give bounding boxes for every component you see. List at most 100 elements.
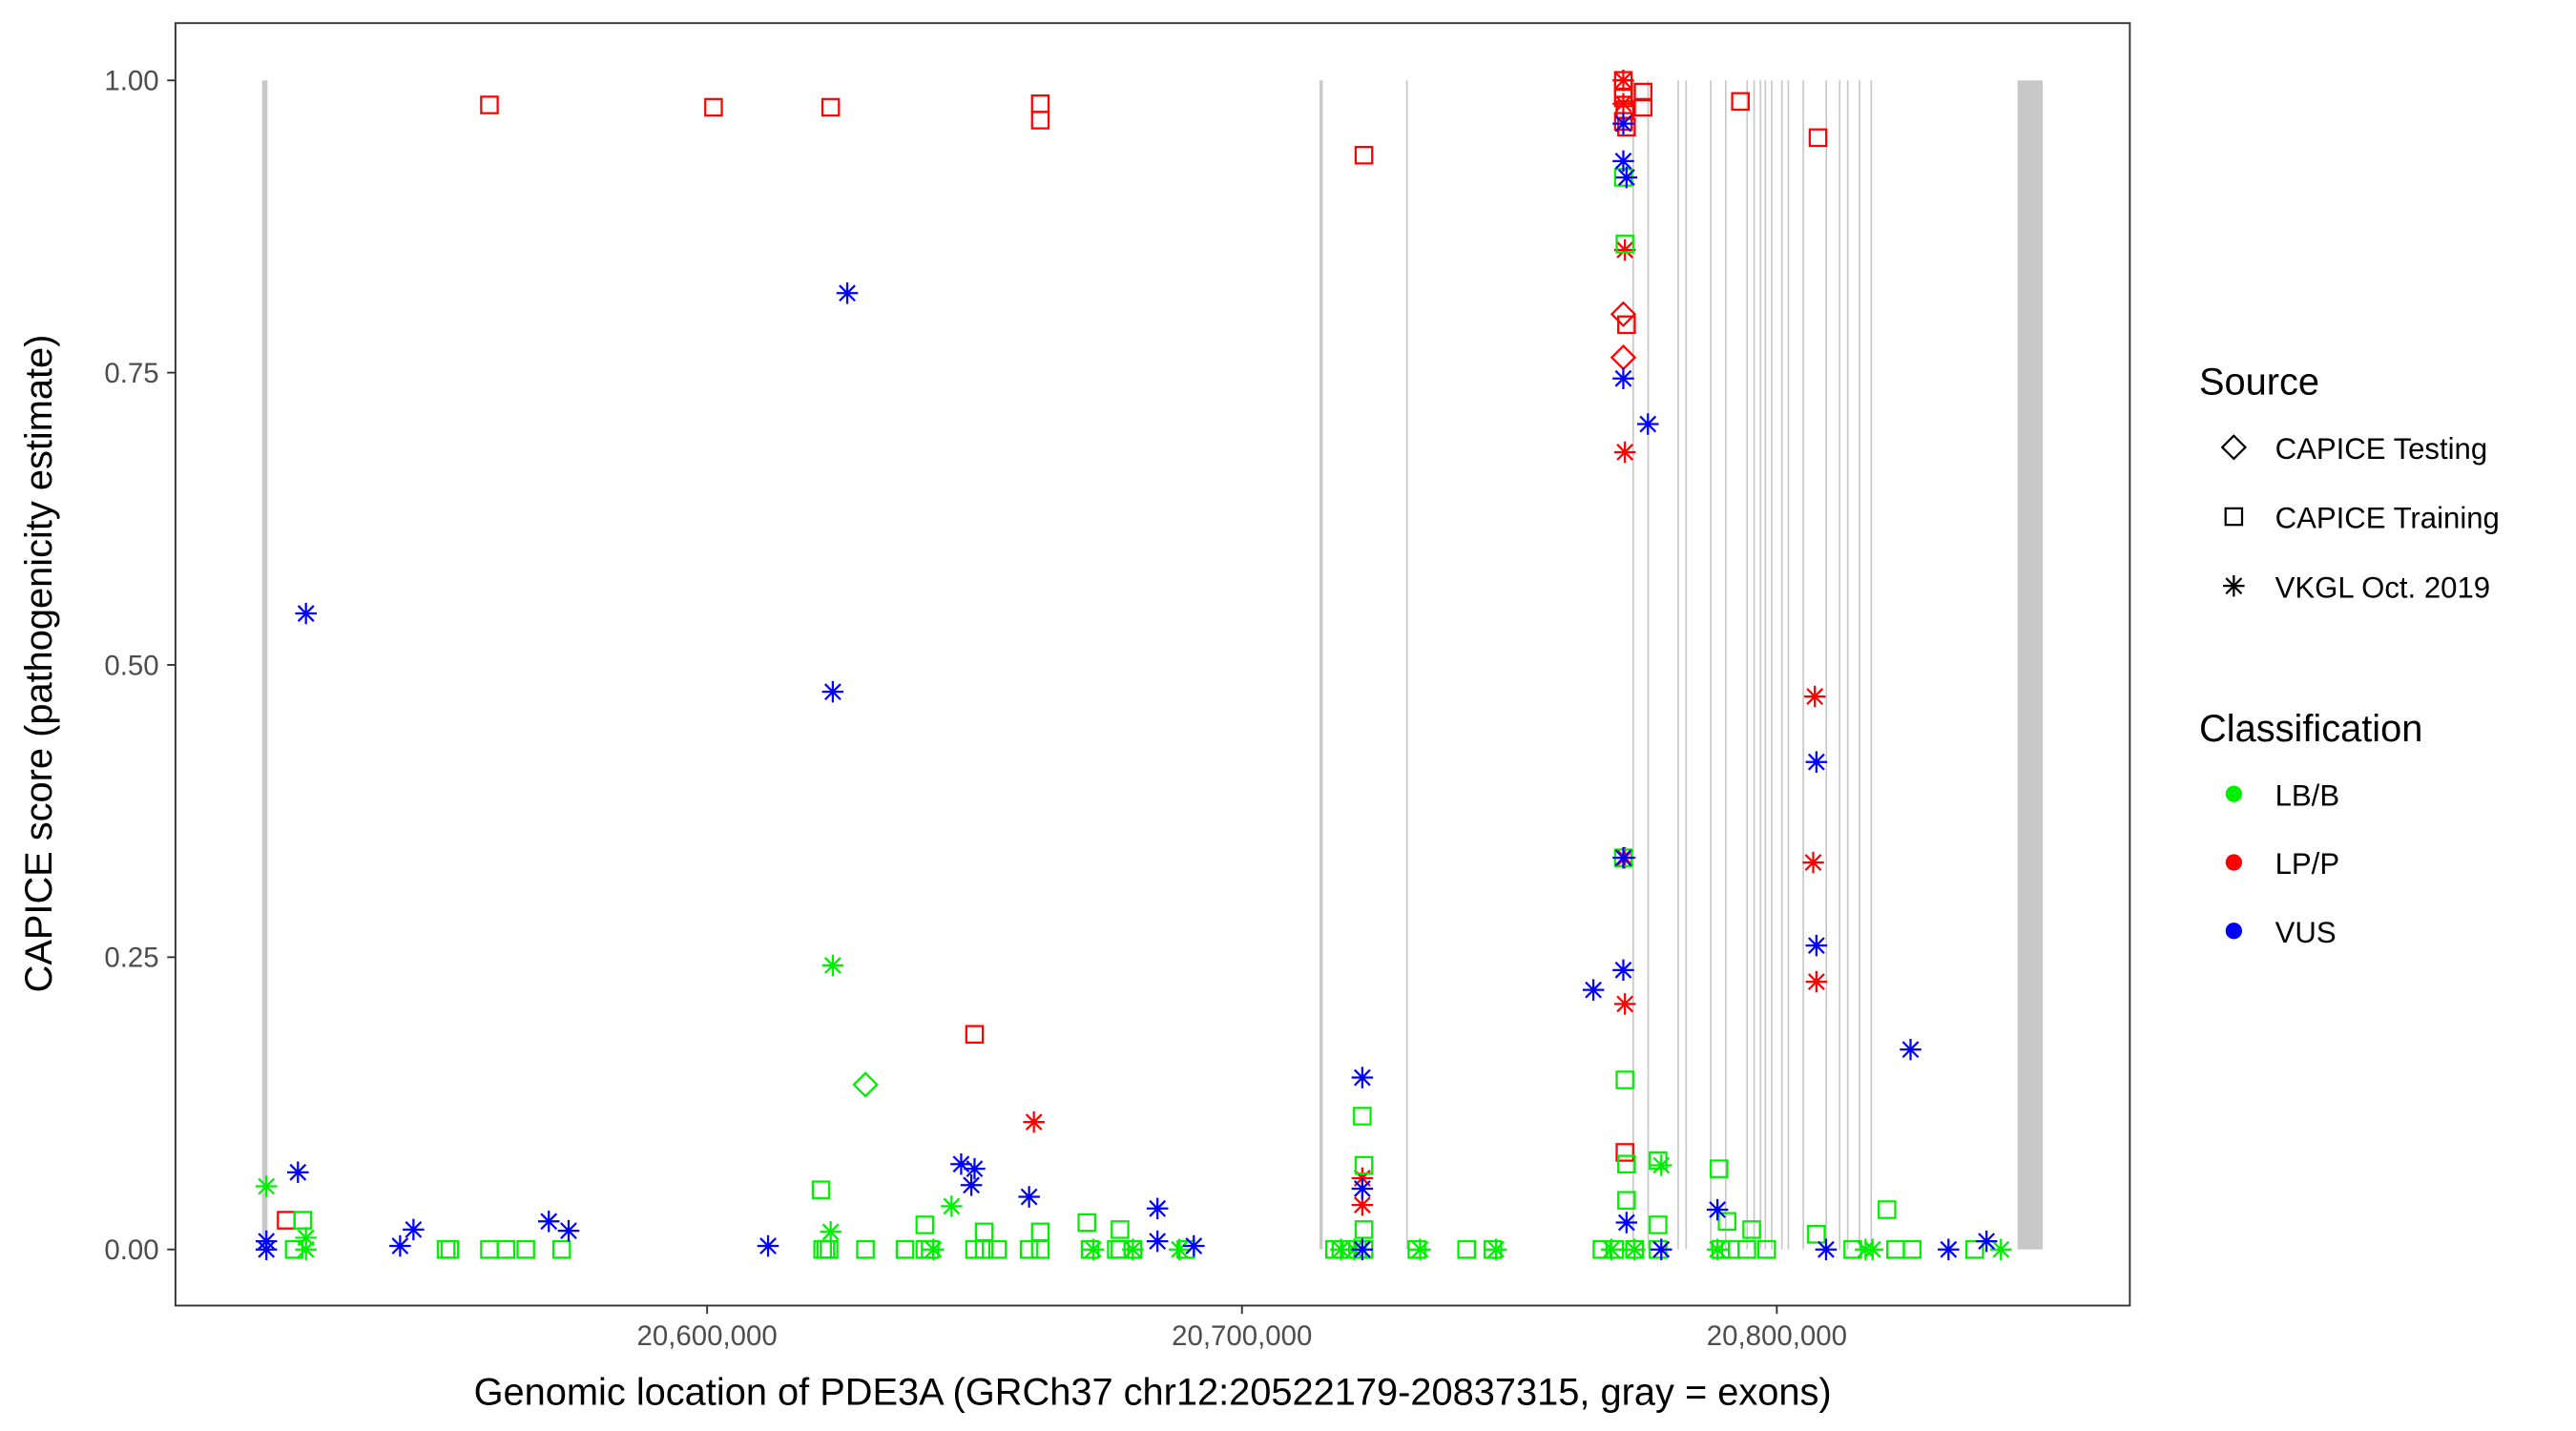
exon-band [1677, 80, 1679, 1250]
data-point [1615, 1143, 1634, 1162]
x-tick-label: 20,700,000 [1172, 1320, 1312, 1352]
data-point [1409, 1238, 1431, 1260]
data-point [1019, 1239, 1039, 1259]
data-point [811, 1180, 831, 1199]
data-point [1731, 92, 1751, 112]
data-point [1077, 1213, 1096, 1233]
data-point [295, 602, 317, 625]
data-point [1938, 1238, 1960, 1260]
legend-source-label: VKGL Oct. 2019 [2275, 570, 2491, 604]
data-point [964, 1157, 986, 1180]
data-point [295, 1227, 317, 1249]
data-point [537, 1211, 560, 1233]
data-point [1600, 1238, 1623, 1260]
data-point [1615, 235, 1634, 254]
data-point [1990, 1238, 2012, 1260]
data-point [1111, 1220, 1130, 1239]
data-point [1610, 301, 1637, 328]
y-tick-label: 1.00 [104, 66, 158, 97]
y-tick-label: 0.25 [104, 943, 158, 974]
data-point [1706, 1238, 1729, 1260]
data-point [1030, 1239, 1050, 1259]
data-point [1018, 1186, 1040, 1208]
exon-band [1859, 80, 1860, 1250]
data-point [1802, 851, 1824, 874]
data-point [436, 1239, 456, 1259]
legend: Source CAPICE Testing CAPICE Training VKGL… [2199, 361, 2500, 948]
data-point [1615, 1212, 1638, 1234]
data-point [1633, 97, 1652, 117]
legend-color-dot-icon [2225, 923, 2242, 940]
x-axis: 20,600,000 20,700,000 20,800,000 [637, 1305, 1847, 1352]
data-point [1815, 1238, 1838, 1260]
data-point [1878, 1200, 1897, 1219]
data-point [1351, 1177, 1374, 1200]
data-point [1805, 751, 1828, 773]
data-point [1353, 1107, 1372, 1126]
exon-bands [261, 80, 2043, 1250]
data-point [1122, 1238, 1144, 1260]
data-point [516, 1239, 535, 1259]
exon-band [1405, 80, 1408, 1250]
exon-band [1647, 80, 1650, 1250]
data-point [1807, 1224, 1826, 1244]
data-point [1617, 1191, 1636, 1210]
data-point [1651, 1154, 1672, 1176]
exon-band [1846, 80, 1849, 1250]
legend-color-dot-icon [2225, 854, 2242, 871]
exon-band [1685, 80, 1688, 1250]
data-point [287, 1161, 309, 1184]
data-point [1808, 128, 1828, 148]
data-point [965, 1239, 985, 1259]
data-point [255, 1175, 278, 1197]
legend-class-label: LB/B [2275, 778, 2339, 812]
legend-source-label: CAPICE Testing [2275, 432, 2488, 466]
data-point [1803, 685, 1826, 708]
data-point [1354, 1155, 1374, 1175]
legend-source-label: CAPICE Training [2275, 502, 2500, 535]
y-axis-title: CAPICE score (pathogenicity estimate) [18, 335, 60, 993]
exon-band [1764, 80, 1767, 1250]
data-point [1617, 315, 1636, 335]
exon-band [1771, 80, 1773, 1250]
data-point [496, 1239, 516, 1259]
data-point [1617, 1154, 1636, 1174]
legend-asterisk-icon [2223, 574, 2245, 597]
data-point [551, 1239, 571, 1259]
exon-band [1631, 80, 1634, 1250]
data-point [1615, 1070, 1634, 1089]
exon-band [1753, 80, 1755, 1250]
data-point [1030, 1222, 1050, 1242]
data-point [557, 1219, 580, 1242]
legend-diamond-icon [2220, 434, 2248, 461]
data-point [1354, 1220, 1374, 1239]
data-point [1107, 1239, 1126, 1259]
data-point [1613, 993, 1636, 1015]
data-point [389, 1234, 411, 1257]
data-point [821, 954, 844, 977]
data-point [1030, 94, 1050, 114]
data-point [1610, 343, 1637, 371]
data-point [820, 1221, 841, 1243]
exon-band [1746, 80, 1749, 1250]
exon-band [1787, 80, 1790, 1250]
exon-band [1839, 80, 1841, 1250]
data-point [255, 1238, 278, 1260]
data-point [480, 1239, 499, 1259]
data-point [1613, 238, 1636, 261]
data-point [440, 1239, 460, 1259]
data-point [1805, 934, 1828, 957]
data-point [821, 97, 841, 117]
data-point [1637, 413, 1659, 435]
data-point [852, 1071, 879, 1098]
exon-band [1825, 80, 1828, 1250]
data-point [1582, 979, 1605, 1001]
data-point [1902, 1239, 1922, 1259]
legend-class-label: LP/P [2275, 847, 2339, 881]
data-point [1485, 1238, 1507, 1260]
data-point [1613, 441, 1636, 464]
data-point [941, 1195, 963, 1217]
data-point [1354, 145, 1374, 165]
data-point [1900, 1038, 1922, 1061]
